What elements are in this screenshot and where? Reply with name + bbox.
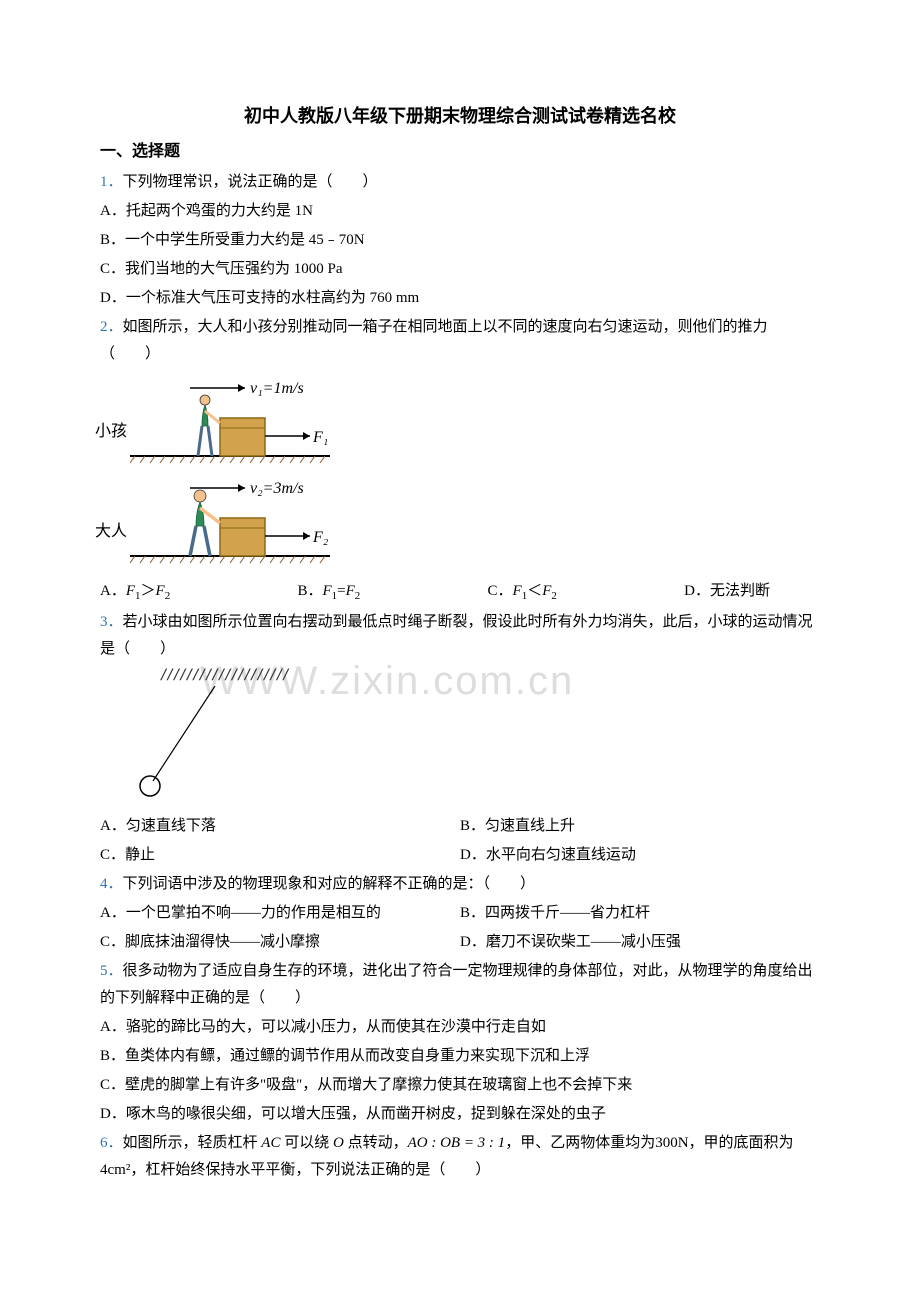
question-2: 2．如图所示，大人和小孩分别推动同一箱子在相同地面上以不同的速度向右匀速运动，则…: [100, 314, 820, 607]
q6-stem-pre: 如图所示，轻质杠杆: [123, 1135, 262, 1151]
q5-opt-b: B．鱼类体内有鳔，通过鳔的调节作用从而改变自身重力来实现下沉和上浮: [100, 1043, 820, 1070]
q2-child-label: 小孩: [95, 418, 127, 447]
q3-opt-d: D．水平向右匀速直线运动: [460, 842, 820, 869]
q3-num: 3．: [100, 614, 123, 630]
q1-opt-b: B．一个中学生所受重力大约是 45﹣70N: [100, 227, 820, 254]
q1-stem: 下列物理常识，说法正确的是（ ）: [123, 174, 378, 190]
q3-opt-c: C．静止: [100, 842, 460, 869]
question-6: 6．如图所示，轻质杠杆 AC 可以绕 O 点转动，AO : OB = 3 : 1…: [100, 1130, 820, 1184]
q2-stem: 如图所示，大人和小孩分别推动同一箱子在相同地面上以不同的速度向右匀速运动，则他们…: [100, 319, 768, 362]
q1-opt-d: D．一个标准大气压可支持的水柱高约为 760 mm: [100, 285, 820, 312]
q3-opt-a: A．匀速直线下落: [100, 813, 460, 840]
q3-pendulum-diagram: [135, 686, 820, 811]
q3-hatch: ////////////////////: [160, 663, 820, 688]
section-header: 一、选择题: [100, 138, 820, 167]
q6-ratio: AO : OB = 3 : 1: [408, 1135, 506, 1151]
q2-v1-label: v₁=1m/s: [250, 375, 304, 404]
q4-opt-b: B．四两拨千斤——省力杠杆: [460, 900, 820, 927]
q2-num: 2．: [100, 319, 123, 335]
q2-opt-d: D．无法判断: [684, 578, 770, 607]
q5-opt-a: A．骆驼的蹄比马的大，可以减小压力，从而使其在沙漠中行走自如: [100, 1014, 820, 1041]
q2-diagram-child: 小孩 v₁=1m/s F₁: [130, 378, 820, 468]
q1-num: 1．: [100, 174, 123, 190]
q4-opt-d: D．磨刀不误砍柴工——减小压强: [460, 929, 820, 956]
q2-opt-c: C．F1＜F2: [488, 578, 557, 607]
q6-stem-mid1: 可以绕: [280, 1135, 333, 1151]
q4-stem: 下列词语中涉及的物理现象和对应的解释不正确的是：（ ）: [123, 876, 536, 892]
question-5: 5．很多动物为了适应自身生存的环境，进化出了符合一定物理规律的身体部位，对此，从…: [100, 958, 820, 1128]
q4-opt-a: A．一个巴掌拍不响——力的作用是相互的: [100, 900, 460, 927]
q4-num: 4．: [100, 876, 123, 892]
q6-ac: AC: [261, 1135, 280, 1151]
q3-opt-b: B．匀速直线上升: [460, 813, 820, 840]
q2-opt-b: B．F1=F2: [297, 578, 360, 607]
q2-v2-label: v₂=3m/s: [250, 475, 304, 504]
q1-opt-a: A．托起两个鸡蛋的力大约是 1N: [100, 198, 820, 225]
q2-f1-label: F₁: [313, 424, 328, 453]
q1-opt-c: C．我们当地的大气压强约为 1000 Pa: [100, 256, 820, 283]
q2-adult-label: 大人: [95, 518, 127, 547]
q2-opt-a: A．F1＞F2: [100, 578, 170, 607]
q2-diagram-adult: 大人 v₂=3m/s F₂: [130, 478, 820, 568]
page-title: 初中人教版八年级下册期末物理综合测试试卷精选名校: [100, 100, 820, 132]
q4-opt-c: C．脚底抹油溜得快——减小摩擦: [100, 929, 460, 956]
q6-stem-mid2: 点转动，: [344, 1135, 408, 1151]
question-4: 4．下列词语中涉及的物理现象和对应的解释不正确的是：（ ） A．一个巴掌拍不响—…: [100, 871, 820, 956]
q3-stem: 若小球由如图所示位置向右摆动到最低点时绳子断裂，假设此时所有外力均消失，此后，小…: [100, 614, 813, 657]
q5-opt-d: D．啄木鸟的喙很尖细，可以增大压强，从而凿开树皮，捉到躲在深处的虫子: [100, 1101, 820, 1128]
q6-o: O: [333, 1135, 344, 1151]
q5-stem: 很多动物为了适应自身生存的环境，进化出了符合一定物理规律的身体部位，对此，从物理…: [100, 963, 813, 1006]
q5-opt-c: C．壁虎的脚掌上有许多"吸盘"，从而增大了摩擦力使其在玻璃窗上也不会掉下来: [100, 1072, 820, 1099]
question-3: 3．若小球由如图所示位置向右摆动到最低点时绳子断裂，假设此时所有外力均消失，此后…: [100, 609, 820, 869]
q6-num: 6．: [100, 1135, 123, 1151]
question-1: 1．下列物理常识，说法正确的是（ ） A．托起两个鸡蛋的力大约是 1N B．一个…: [100, 169, 820, 312]
q5-num: 5．: [100, 963, 123, 979]
q2-f2-label: F₂: [313, 524, 328, 553]
